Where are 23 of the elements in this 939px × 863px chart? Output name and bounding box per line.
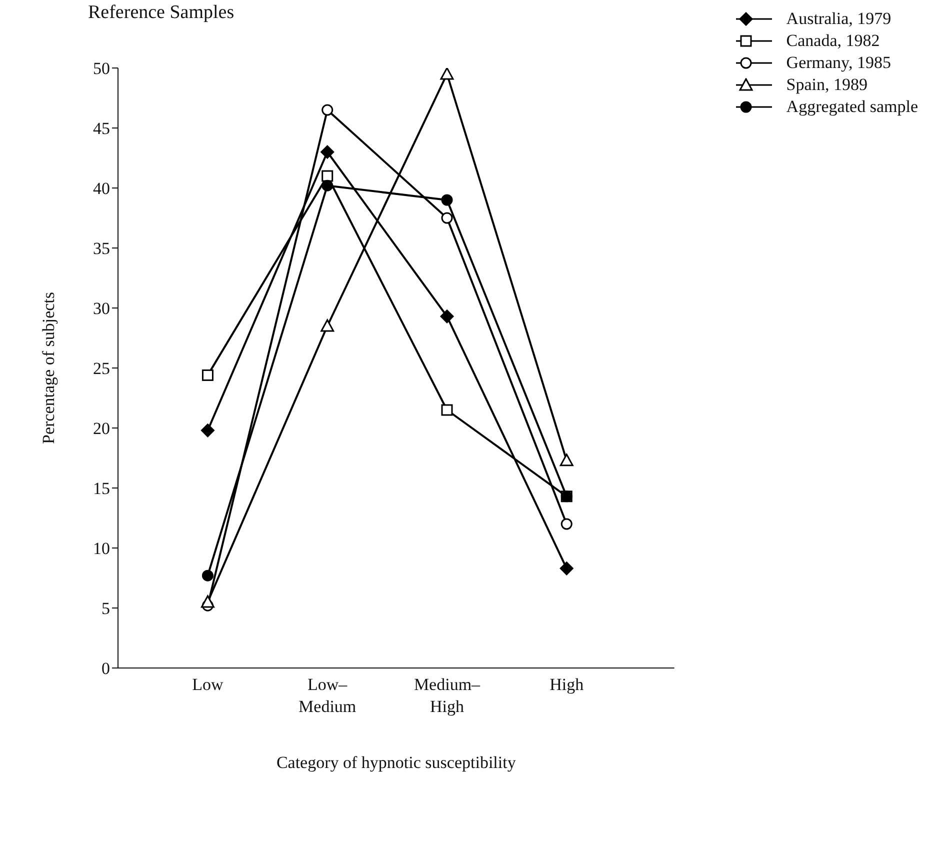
legend-label: Canada, 1982 (786, 30, 880, 52)
y-tick-label: 15 (93, 479, 110, 498)
chart-title: Reference Samples (88, 2, 234, 24)
y-axis-title: Percentage of subjects (39, 292, 58, 444)
legend-label: Spain, 1989 (786, 74, 868, 96)
x-tick-label: Low–Medium (298, 675, 356, 716)
legend-label: Australia, 1979 (786, 8, 892, 30)
y-tick-label: 35 (93, 239, 110, 258)
y-tick-label: 50 (93, 59, 110, 78)
y-tick-label: 20 (93, 419, 110, 438)
y-tick-label: 0 (102, 659, 110, 678)
legend-label: Aggregated sample (786, 96, 918, 118)
legend-label: Germany, 1985 (786, 52, 891, 74)
x-tick-label: Medium–High (414, 675, 481, 716)
x-axis-title: Category of hypnotic susceptibility (276, 753, 516, 772)
x-tick-label: High (550, 675, 584, 694)
y-tick-label: 10 (93, 539, 110, 558)
y-tick-label: 45 (93, 119, 110, 138)
x-tick-label: Low (192, 675, 224, 694)
y-tick-label: 5 (102, 599, 110, 618)
y-tick-label: 30 (93, 299, 110, 318)
y-tick-label: 40 (93, 179, 110, 198)
y-tick-label: 25 (93, 359, 110, 378)
